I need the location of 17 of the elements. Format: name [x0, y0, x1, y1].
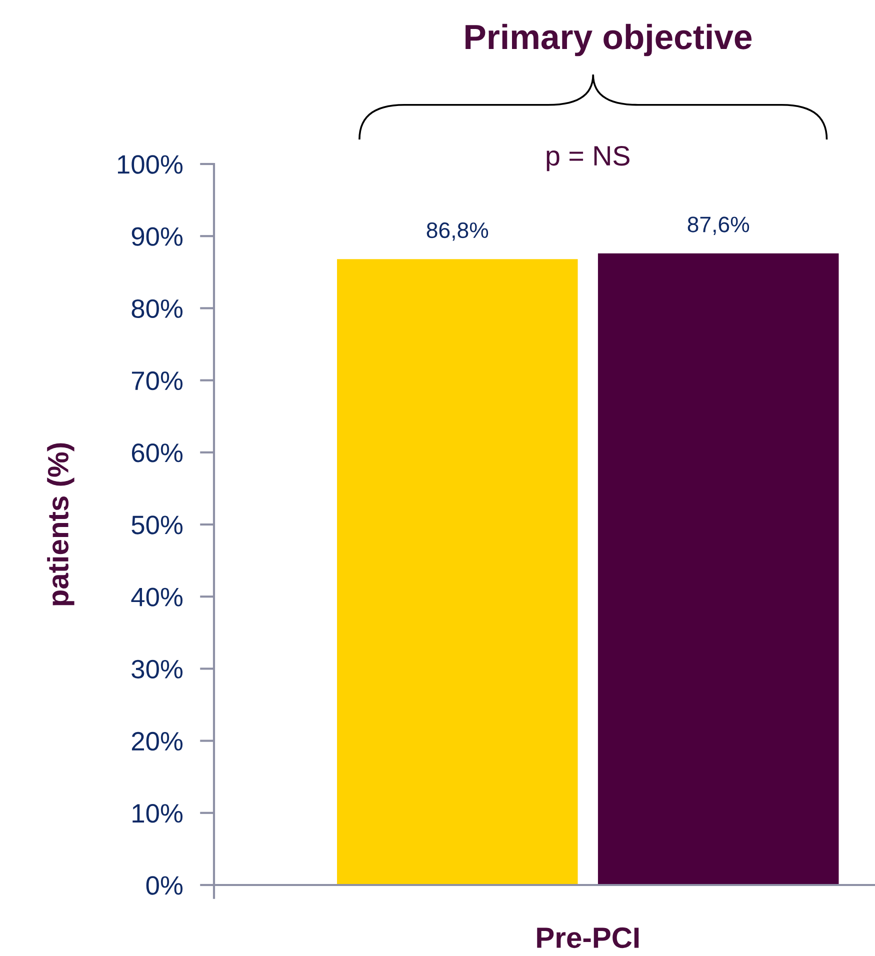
x-tick-label: Pre-PCI: [537, 927, 639, 948]
y-tick-label: 40%: [131, 588, 183, 606]
chart-title: Primary objective: [466, 24, 752, 56]
y-tick-label: 60%: [132, 444, 183, 462]
y-tick-label: 90%: [132, 227, 183, 246]
y-tick-label: 20%: [132, 732, 183, 751]
y-tick-label: 50%: [132, 516, 183, 534]
data-label: 87,6%: [688, 216, 750, 235]
y-tick-label: 100%: [118, 155, 183, 174]
data-label: 86,8%: [426, 222, 488, 241]
y-tick-label: 80%: [132, 299, 183, 318]
y-tick-label: 0%: [146, 876, 183, 895]
y-axis-title: patients (%): [47, 443, 74, 606]
annotation: p = NS: [546, 146, 630, 172]
y-tick-label: 10%: [132, 804, 183, 823]
y-tick-label: 30%: [132, 660, 183, 679]
y-tick-label: 70%: [132, 371, 183, 390]
